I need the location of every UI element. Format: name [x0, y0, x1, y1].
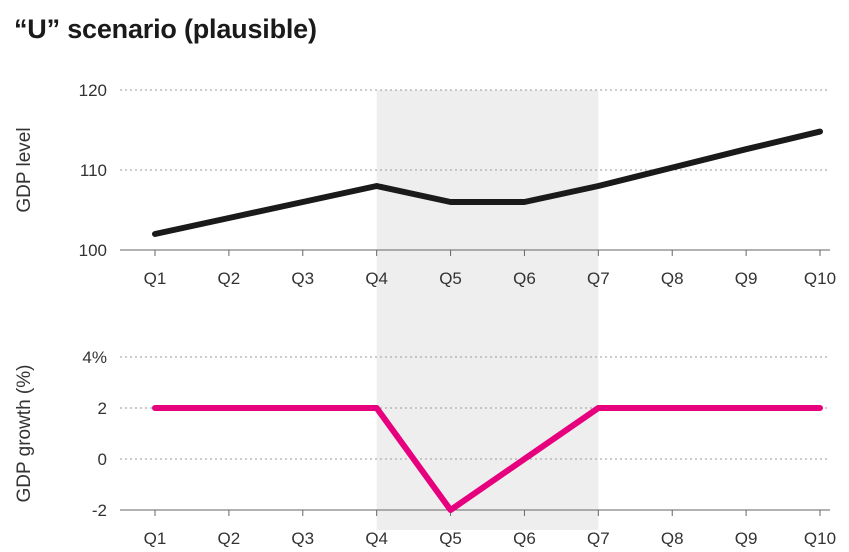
panel2-series-line: [152, 405, 823, 513]
panel2-xtick-label: Q3: [291, 529, 314, 548]
panel1-xtick-label: Q3: [291, 269, 314, 288]
panel2-xtick-label: Q2: [218, 529, 241, 548]
panel2-ytick-label: 2: [98, 399, 107, 418]
chart-title: “U” scenario (plausible): [14, 14, 317, 44]
panel2-ytick-label: 4%: [82, 348, 107, 367]
panel1-xtick-label: Q4: [365, 269, 388, 288]
panel1-xtick-label: Q2: [218, 269, 241, 288]
panel1-ytick-label: 110: [80, 161, 107, 180]
panel1-xtick-label: Q8: [661, 269, 684, 288]
panel1-ylabel: GDP level: [14, 127, 35, 212]
panel1-xtick-label: Q6: [513, 269, 536, 288]
panel2-xtick-label: Q1: [144, 529, 167, 548]
panel2-ytick-label: 0: [98, 450, 107, 469]
panel2-xtick-label: Q7: [587, 529, 610, 548]
panel1-ytick-label: 120: [79, 81, 107, 100]
shaded-region: [376, 90, 599, 530]
panel2-xtick-label: Q4: [365, 529, 388, 548]
panel2-xtick-label: Q5: [439, 529, 462, 548]
panel2-xtick-label: Q6: [513, 529, 536, 548]
panel2-ylabel: GDP growth (%): [14, 365, 35, 503]
panel1-xtick-label: Q1: [144, 269, 167, 288]
panel2-xtick-label: Q10: [804, 529, 836, 548]
panel1-xtick-label: Q5: [439, 269, 462, 288]
panel1-xtick-label: Q7: [587, 269, 610, 288]
panel1-ytick-label: 100: [79, 241, 107, 260]
panel1-xtick-label: Q10: [804, 269, 836, 288]
panel2-ytick-label: -2: [92, 501, 107, 520]
panel1-xtick-label: Q9: [735, 269, 758, 288]
panel1-series-line: [152, 128, 823, 237]
panel2-xtick-label: Q9: [735, 529, 758, 548]
panel2-xtick-label: Q8: [661, 529, 684, 548]
